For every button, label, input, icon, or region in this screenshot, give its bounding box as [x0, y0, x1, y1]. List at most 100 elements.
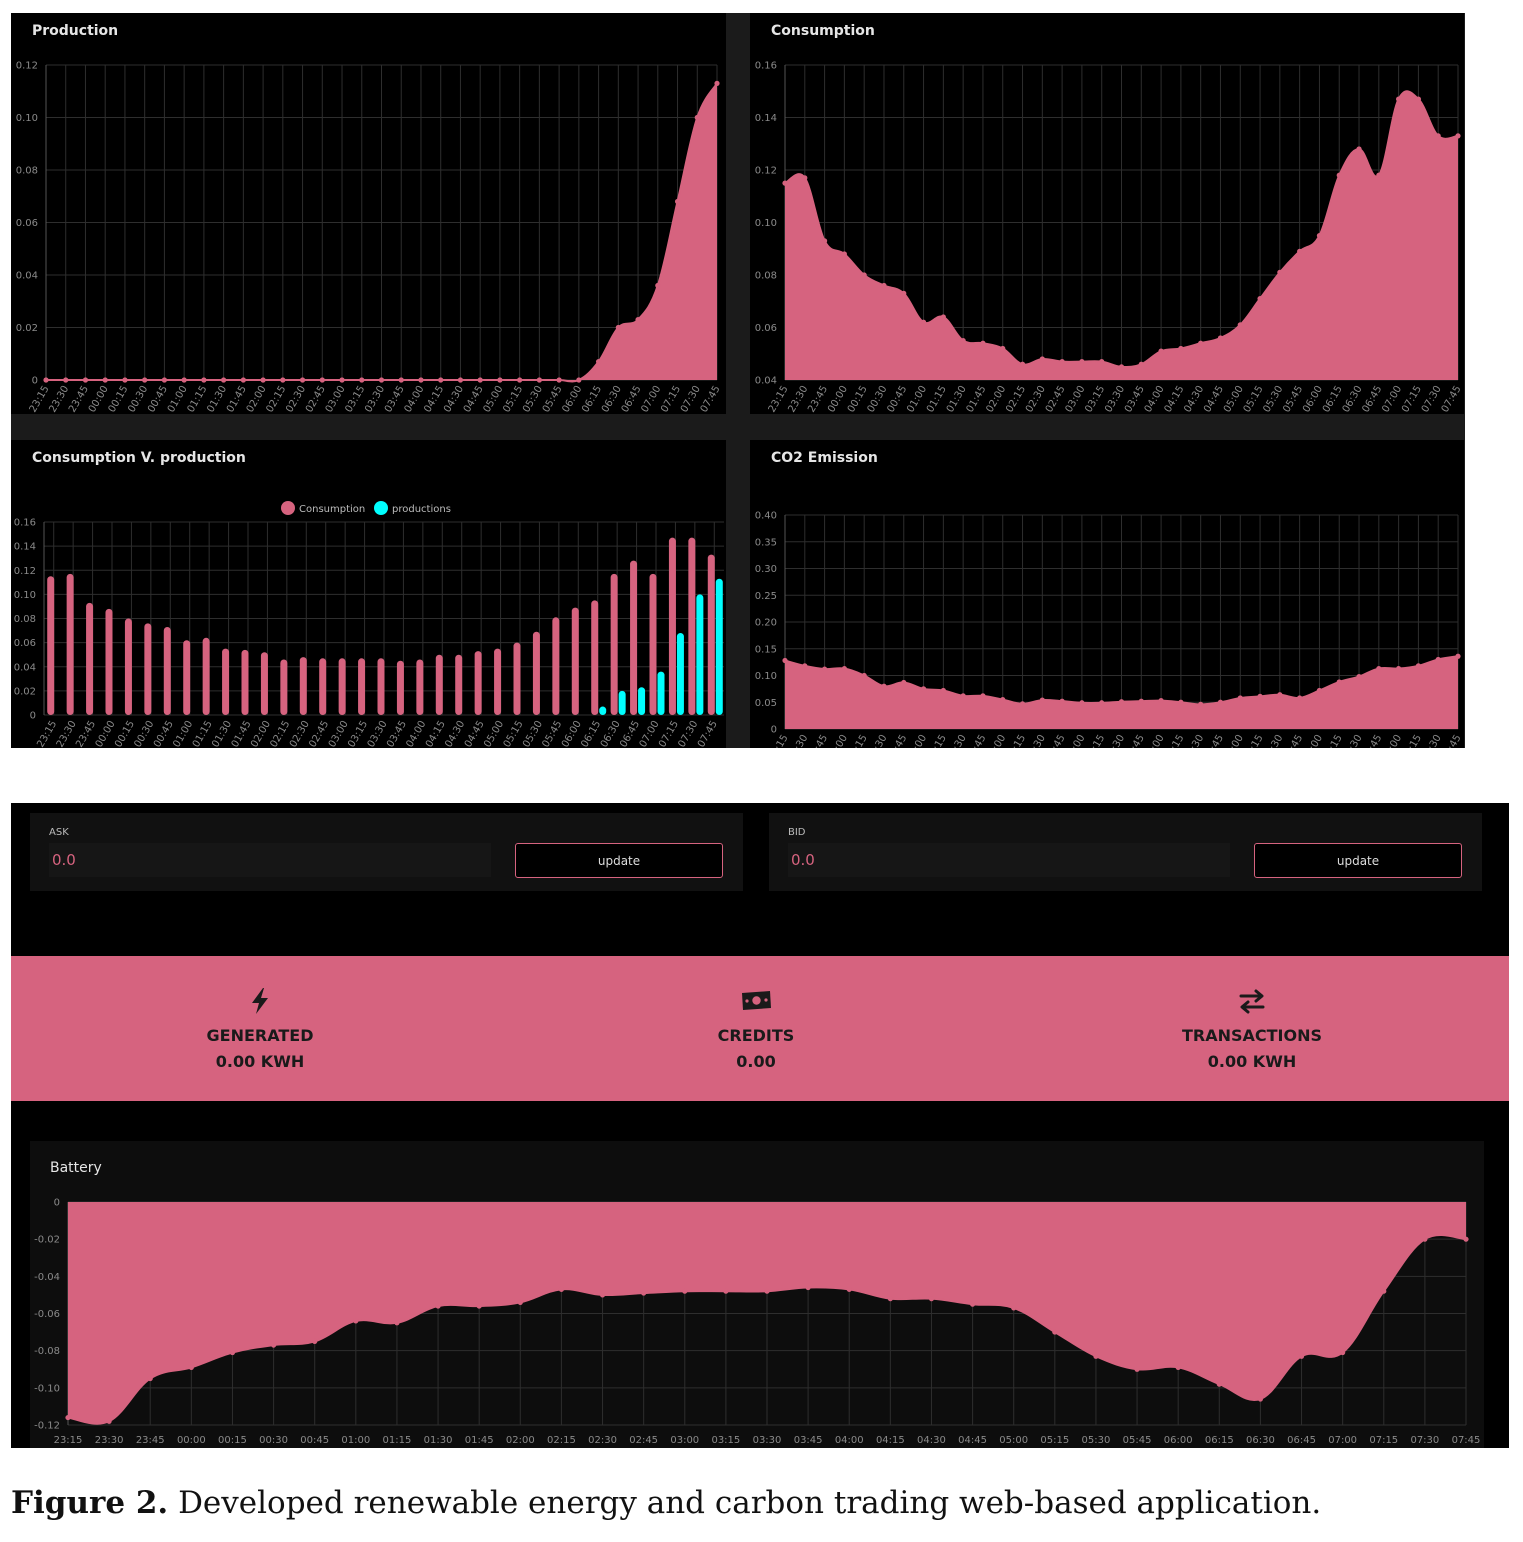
- data-point: [1217, 699, 1224, 705]
- y-tick-label: 0.10: [755, 218, 777, 229]
- data-point: [1217, 335, 1224, 341]
- transfer-arrows-icon: [1239, 989, 1265, 1014]
- y-tick-label: -0.04: [34, 1272, 60, 1283]
- x-tick-label: 02:00: [984, 733, 1008, 748]
- data-point: [63, 377, 69, 383]
- y-tick-label: 0.10: [16, 113, 38, 124]
- data-point: [1297, 248, 1303, 254]
- data-point: [1000, 696, 1006, 703]
- data-point: [901, 679, 907, 686]
- x-tick-label: 00:45: [885, 733, 909, 748]
- data-point: [201, 377, 207, 383]
- battery-title: Battery: [50, 1160, 102, 1176]
- data-point: [394, 1320, 400, 1326]
- stat-generated-value: 0.00 KWH: [215, 1052, 305, 1071]
- data-point: [1277, 692, 1283, 698]
- data-point: [1216, 1381, 1222, 1387]
- x-tick-label: 02:15: [1004, 733, 1028, 748]
- data-point: [1158, 698, 1164, 704]
- data-point: [418, 377, 424, 383]
- bar-consumption: [494, 648, 502, 715]
- y-tick-label: 0.12: [14, 566, 36, 577]
- x-tick-label: 02:30: [1024, 733, 1048, 748]
- data-point: [1277, 269, 1283, 275]
- data-point: [655, 282, 661, 289]
- bar-consumption: [532, 631, 540, 715]
- data-point: [240, 377, 246, 383]
- bar-consumption: [222, 648, 230, 715]
- x-tick-label: 07:00: [1380, 733, 1404, 748]
- trading-section: ASK update BID update GENERATED 0.00 KWH…: [11, 803, 1509, 1448]
- data-point: [435, 1303, 441, 1309]
- x-tick-label: 03:00: [670, 1435, 699, 1446]
- data-point: [841, 665, 847, 672]
- data-point: [1039, 356, 1045, 362]
- consumption-vs-production-panel: Consumption V. production 0 0.02 0.04 0.06 0…: [11, 440, 726, 748]
- area-line: [67, 1234, 1467, 1425]
- bar-consumption: [163, 626, 171, 715]
- x-tick-label: 07:45: [1440, 384, 1464, 414]
- data-point: [764, 1288, 770, 1294]
- area-fill: [46, 83, 717, 382]
- data-point: [1138, 361, 1144, 367]
- data-point: [881, 683, 887, 689]
- y-tick-label: 0.08: [14, 614, 36, 625]
- figure-caption: Figure 2. Developed renewable energy and…: [11, 1485, 1511, 1521]
- data-point: [1079, 359, 1085, 365]
- bar-consumption: [707, 554, 715, 715]
- legend-swatch: [281, 501, 295, 515]
- x-tick-label: 05:45: [1123, 1435, 1152, 1446]
- x-tick-label: 06:00: [1164, 1435, 1193, 1446]
- bar-consumption: [649, 573, 657, 715]
- x-tick-label: 07:15: [1369, 1435, 1398, 1446]
- data-point: [615, 324, 621, 331]
- x-tick-label: 03:45: [1123, 733, 1147, 748]
- x-tick-label: 01:45: [965, 733, 989, 748]
- data-point: [928, 1296, 935, 1302]
- data-point: [1059, 359, 1065, 365]
- bid-update-button[interactable]: update: [1254, 843, 1462, 878]
- data-point: [312, 1338, 318, 1344]
- y-tick-label: -0.12: [34, 1421, 60, 1432]
- data-point: [221, 377, 227, 383]
- data-point: [299, 377, 306, 383]
- bar-consumption: [358, 658, 366, 715]
- x-tick-label: 00:30: [259, 1435, 288, 1446]
- data-point: [497, 377, 503, 383]
- y-tick-label: 0.02: [14, 686, 36, 697]
- consumption-panel: Consumption 0.04 0.06 0.08 0.10 0.12 0.14 0.16…: [750, 13, 1464, 414]
- y-tick-label: 0.08: [16, 166, 38, 177]
- x-tick-label: 04:15: [876, 1435, 905, 1446]
- x-tick-label: 02:15: [547, 1435, 576, 1446]
- data-point: [1455, 653, 1461, 659]
- ask-update-button[interactable]: update: [515, 843, 723, 878]
- bar-consumption: [299, 657, 307, 715]
- data-point: [920, 319, 927, 325]
- x-tick-label: 06:00: [1301, 733, 1325, 748]
- bar-consumption: [183, 640, 191, 715]
- bar-consumption: [513, 642, 521, 715]
- y-tick-label: 0.05: [755, 698, 777, 709]
- x-tick-label: 01:45: [465, 1435, 494, 1446]
- data-point: [641, 1290, 647, 1296]
- x-tick-label: 06:30: [1246, 1435, 1275, 1446]
- y-tick-label: -0.08: [34, 1346, 60, 1357]
- y-tick-label: 0: [54, 1198, 60, 1209]
- data-point: [682, 1288, 688, 1294]
- ask-input[interactable]: [49, 843, 491, 877]
- data-point: [1118, 364, 1125, 370]
- data-point: [517, 377, 523, 383]
- consumption-vs-production-title: Consumption V. production: [32, 450, 246, 466]
- bar-consumption: [202, 637, 210, 715]
- x-tick-label: 05:00: [999, 1435, 1028, 1446]
- x-tick-label: 23:45: [806, 733, 830, 748]
- bar-productions: [715, 578, 723, 715]
- bid-input[interactable]: [788, 843, 1230, 877]
- data-point: [1396, 96, 1402, 102]
- y-tick-label: 0.14: [755, 113, 777, 124]
- bid-label: BID: [788, 827, 806, 838]
- data-point: [1237, 695, 1243, 701]
- data-point: [782, 657, 788, 664]
- data-point: [887, 1296, 893, 1302]
- bar-consumption: [455, 654, 463, 715]
